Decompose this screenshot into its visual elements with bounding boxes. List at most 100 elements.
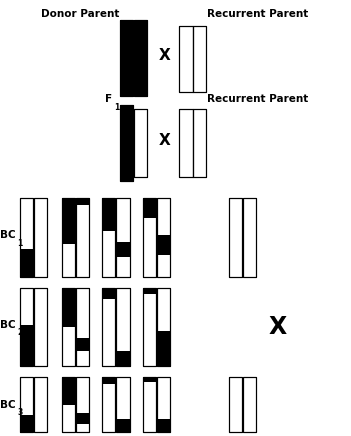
Bar	[20, 377, 33, 432]
Bar	[76, 198, 89, 205]
Bar	[76, 377, 89, 432]
Bar	[143, 288, 156, 294]
Bar	[76, 198, 89, 277]
Bar	[102, 377, 115, 384]
Text: 1: 1	[18, 239, 23, 248]
Bar	[134, 20, 147, 96]
Bar	[157, 288, 170, 366]
Bar	[20, 325, 33, 366]
Bar	[102, 198, 115, 277]
Bar	[243, 198, 256, 277]
Bar	[157, 377, 170, 432]
Bar	[20, 249, 33, 277]
Bar	[34, 377, 47, 432]
Bar	[193, 26, 206, 92]
Bar	[143, 288, 156, 366]
Bar	[20, 288, 33, 366]
Bar	[134, 20, 147, 96]
Bar	[102, 198, 115, 231]
Bar	[193, 109, 206, 177]
Bar	[143, 377, 156, 432]
Text: X: X	[158, 48, 170, 63]
Text: BC: BC	[0, 320, 16, 330]
Text: Recurrent Parent: Recurrent Parent	[207, 95, 308, 104]
Bar	[102, 288, 115, 366]
Bar	[102, 198, 115, 277]
Bar	[120, 105, 133, 181]
Bar	[179, 109, 193, 177]
Bar	[116, 377, 130, 432]
Bar	[62, 288, 75, 327]
Text: Donor Parent: Donor Parent	[41, 9, 119, 19]
Bar	[157, 331, 170, 366]
Bar	[76, 413, 89, 424]
Text: BC: BC	[0, 231, 16, 240]
Text: Recurrent Parent: Recurrent Parent	[207, 9, 308, 19]
Bar	[120, 105, 133, 181]
Bar	[62, 377, 75, 432]
Bar	[116, 377, 130, 432]
Bar	[62, 198, 75, 277]
Bar	[143, 377, 156, 432]
Bar	[102, 288, 115, 299]
Bar	[102, 377, 115, 432]
Bar	[76, 377, 89, 432]
Bar	[62, 377, 75, 432]
Bar	[116, 288, 130, 366]
Bar	[193, 26, 206, 92]
Bar	[62, 377, 75, 405]
Bar	[20, 198, 33, 277]
Bar	[157, 288, 170, 366]
Bar	[157, 198, 170, 277]
Bar	[134, 20, 147, 96]
Bar	[102, 288, 115, 366]
Bar	[116, 242, 130, 257]
Text: 2: 2	[18, 328, 23, 337]
Bar	[193, 109, 206, 177]
Bar	[20, 288, 33, 366]
Bar	[34, 198, 47, 277]
Bar	[143, 288, 156, 366]
Bar	[62, 288, 75, 366]
Bar	[76, 198, 89, 277]
Bar	[76, 288, 89, 366]
Bar	[76, 338, 89, 351]
Bar	[34, 288, 47, 366]
Bar	[179, 109, 193, 177]
Bar	[120, 20, 133, 96]
Bar	[157, 235, 170, 255]
Bar	[116, 198, 130, 277]
Bar	[229, 377, 242, 432]
Bar	[62, 198, 75, 277]
Bar	[20, 377, 33, 432]
Text: 1: 1	[114, 103, 119, 112]
Bar	[179, 26, 193, 92]
Bar	[143, 377, 156, 382]
Bar	[157, 419, 170, 432]
Text: X: X	[268, 315, 286, 339]
Bar	[229, 198, 242, 277]
Bar	[34, 198, 47, 277]
Bar	[102, 377, 115, 432]
Bar	[157, 198, 170, 277]
Bar	[243, 198, 256, 277]
Bar	[143, 198, 156, 277]
Text: 3: 3	[18, 408, 23, 417]
Bar	[20, 415, 33, 432]
Text: BC: BC	[0, 400, 16, 409]
Bar	[243, 377, 256, 432]
Bar	[120, 105, 133, 181]
Bar	[120, 20, 133, 96]
Bar	[116, 351, 130, 366]
Bar	[76, 288, 89, 366]
Bar	[229, 198, 242, 277]
Bar	[243, 377, 256, 432]
Bar	[34, 288, 47, 366]
Bar	[34, 377, 47, 432]
Bar	[134, 109, 147, 177]
Bar	[143, 198, 156, 218]
Bar	[134, 109, 147, 177]
Text: X: X	[158, 133, 170, 148]
Bar	[157, 377, 170, 432]
Bar	[116, 198, 130, 277]
